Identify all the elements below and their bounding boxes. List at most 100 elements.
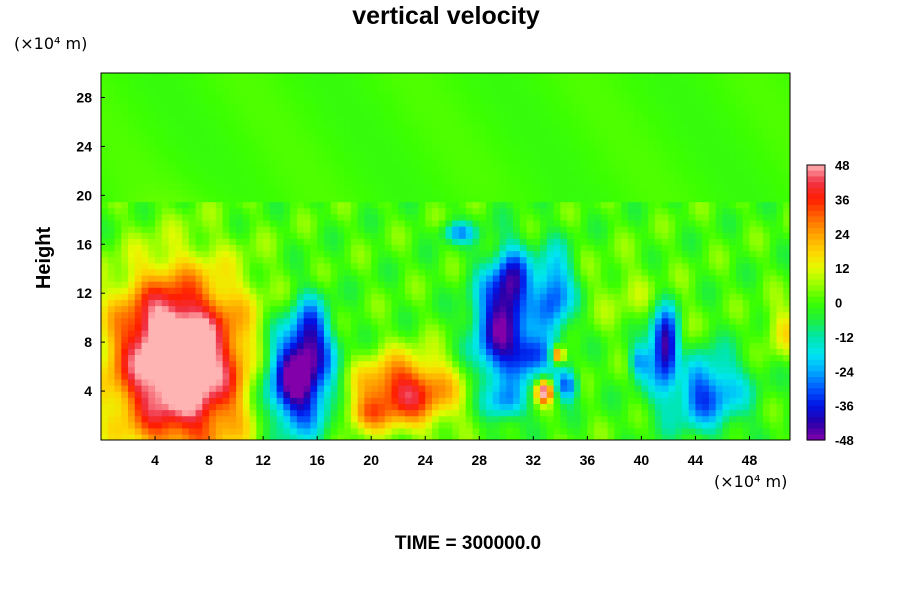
heatmap-cell — [161, 421, 170, 429]
heatmap-cell — [404, 391, 413, 398]
heatmap-cell — [161, 305, 170, 313]
heatmap-cell — [344, 378, 352, 386]
heatmap-cell — [371, 336, 379, 343]
heatmap-cell — [384, 287, 393, 294]
heatmap-cell — [776, 384, 784, 392]
heatmap-cell — [317, 189, 325, 197]
heatmap-cell — [114, 280, 122, 288]
heatmap-cell — [479, 348, 487, 356]
heatmap-cell — [621, 152, 629, 160]
heatmap-cell — [229, 378, 237, 386]
heatmap-cell — [229, 317, 237, 325]
heatmap-cell — [337, 189, 345, 197]
heatmap-cell — [404, 299, 413, 307]
heatmap-cell — [513, 427, 521, 435]
heatmap-cell — [708, 219, 717, 227]
heatmap-cell — [195, 250, 204, 258]
heatmap-cell — [371, 274, 379, 282]
heatmap-cell — [155, 317, 163, 325]
heatmap-cell — [283, 433, 291, 440]
heatmap-cell — [357, 183, 366, 190]
heatmap-cell — [594, 183, 602, 190]
heatmap-cell — [735, 146, 744, 154]
heatmap-cell — [431, 268, 440, 276]
heatmap-cell — [303, 293, 312, 301]
heatmap-cell — [344, 213, 352, 221]
heatmap-cell — [350, 360, 359, 368]
heatmap-cell — [249, 183, 258, 190]
heatmap-cell — [729, 195, 737, 203]
heatmap-cell — [769, 170, 778, 178]
heatmap-cell — [749, 323, 757, 331]
heatmap-cell — [425, 146, 433, 154]
heatmap-cell — [148, 238, 156, 245]
heatmap-cell — [128, 421, 136, 429]
heatmap-cell — [195, 384, 204, 392]
heatmap-cell — [242, 189, 251, 197]
heatmap-cell — [236, 421, 244, 429]
heatmap-cell — [465, 152, 474, 160]
heatmap-cell — [323, 427, 332, 435]
heatmap-cell — [161, 317, 170, 325]
heatmap-cell — [337, 305, 345, 313]
heatmap-cell — [317, 317, 325, 325]
heatmap-cell — [688, 366, 697, 374]
heatmap-cell — [546, 140, 555, 148]
heatmap-cell — [249, 372, 258, 380]
heatmap-cell — [492, 219, 501, 227]
heatmap-cell — [594, 348, 602, 356]
heatmap-cell — [526, 317, 535, 325]
heatmap-cell — [276, 232, 285, 239]
heatmap-cell — [506, 250, 514, 258]
heatmap-cell — [506, 305, 514, 313]
heatmap-cell — [398, 336, 406, 343]
heatmap-cell — [621, 348, 629, 356]
heatmap-cell — [776, 336, 784, 343]
heatmap-cell — [101, 287, 109, 294]
heatmap-cell — [614, 152, 622, 160]
heatmap-cell — [330, 409, 339, 417]
heatmap-cell — [762, 201, 771, 209]
heatmap-cell — [513, 280, 521, 288]
heatmap-cell — [681, 403, 690, 411]
heatmap-cell — [607, 336, 616, 343]
heatmap-cell — [735, 415, 744, 423]
heatmap-cell — [229, 280, 237, 288]
heatmap-cell — [209, 244, 217, 252]
heatmap-cell — [222, 348, 231, 356]
heatmap-cell — [330, 311, 339, 319]
heatmap-cell — [641, 183, 649, 190]
heatmap-cell — [708, 305, 717, 313]
heatmap-cell — [492, 244, 501, 252]
heatmap-cell — [783, 421, 790, 429]
heatmap-cell — [134, 378, 143, 386]
heatmap-cell — [621, 372, 629, 380]
heatmap-cell — [452, 317, 460, 325]
heatmap-cell — [715, 256, 724, 264]
heatmap-cell — [472, 299, 480, 307]
heatmap-cell — [749, 262, 757, 270]
heatmap-cell — [398, 360, 406, 368]
heatmap-cell — [756, 323, 764, 331]
heatmap-cell — [242, 305, 251, 313]
heatmap-cell — [384, 415, 393, 423]
heatmap-cell — [560, 366, 568, 374]
heatmap-cell — [519, 391, 528, 398]
heatmap-cell — [681, 262, 690, 270]
heatmap-cell — [195, 176, 204, 184]
heatmap-cell — [148, 287, 156, 294]
heatmap-cell — [141, 415, 149, 423]
heatmap-cell — [762, 189, 771, 197]
heatmap-cell — [452, 170, 460, 178]
heatmap-cell — [141, 421, 149, 429]
heatmap-cell — [175, 170, 183, 178]
heatmap-cell — [600, 158, 609, 166]
heatmap-cell — [580, 323, 589, 331]
heatmap-cell — [438, 384, 447, 392]
heatmap-cell — [627, 201, 636, 209]
heatmap-cell — [431, 146, 440, 154]
heatmap-cell — [573, 250, 582, 258]
heatmap-cell — [242, 183, 251, 190]
heatmap-cell — [472, 360, 480, 368]
heatmap-cell — [128, 268, 136, 276]
